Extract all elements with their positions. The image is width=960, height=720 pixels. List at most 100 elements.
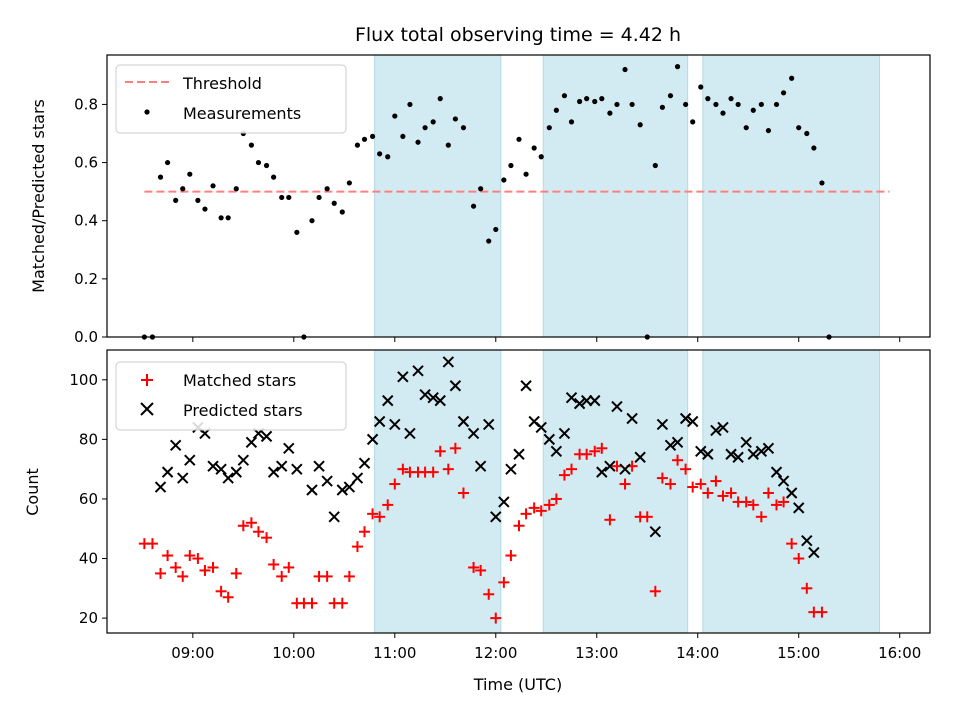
predicted-star-point [467, 427, 480, 440]
matched-star-point [747, 499, 759, 511]
bottom-panel: 20 40 60 80 100 09:00 10:00 11:00 12:00 13:00 14:… [23, 349, 931, 694]
predicted-legend-swatch [140, 402, 154, 416]
matched-star-point [619, 478, 631, 490]
matched-star-point [252, 526, 264, 538]
measurement-point [385, 154, 391, 160]
predicted-star-point [427, 391, 439, 404]
measurement-point [516, 136, 522, 142]
measurement-point [652, 162, 658, 169]
predicted-star-point [793, 502, 805, 514]
matched-star-point [283, 561, 295, 573]
predicted-star-point [695, 445, 707, 457]
measurement-point [294, 229, 300, 235]
top-shaded-intervals [374, 54, 881, 338]
measurement-point [796, 125, 802, 131]
predicted-star-point [535, 421, 547, 434]
measurement-point [607, 110, 613, 116]
measurement-point [354, 142, 361, 148]
measurement-point [561, 93, 568, 99]
measurement-point [773, 101, 780, 108]
matched-star-point [710, 475, 722, 487]
bottom-legend: Matched stars Predicted stars [115, 361, 347, 431]
matched-star-point [184, 550, 196, 562]
predicted-star-point [649, 526, 662, 538]
matched-star-point [672, 454, 684, 466]
matched-star-point [505, 550, 517, 562]
measurement-point [568, 119, 575, 125]
measurement-point [584, 96, 590, 102]
predicted-star-point [626, 412, 638, 425]
measurements-legend-label: Measurements [183, 104, 301, 123]
predicted-star-point [343, 481, 356, 493]
measurement-point [255, 159, 262, 166]
x-tick-label: 11:00 [373, 644, 416, 662]
matched-star-point [680, 463, 692, 475]
matched-star-point [520, 508, 532, 520]
bottom-y-tick-label: 20 [79, 609, 98, 627]
measurement-point [157, 174, 164, 180]
measurements-legend-swatch [144, 109, 150, 115]
top-panel: 0.00.20.40.60.8 Matched/Predicted stars … [29, 54, 931, 346]
matched-star-point [816, 606, 828, 618]
measurement-point [369, 133, 376, 140]
bottom-y-axis-ticks: 20 40 60 80 100 [69, 371, 107, 627]
predicted-star-point [671, 436, 684, 449]
matched-star-point [801, 582, 813, 594]
measurement-point [324, 186, 330, 192]
matched-star-point [513, 520, 525, 532]
matched-star-point [490, 612, 502, 624]
measurement-point [470, 203, 477, 209]
predicted-star-point [161, 466, 174, 478]
predicted-star-point [702, 448, 714, 460]
matched-star-point [468, 561, 480, 573]
matched-star-point [222, 591, 234, 603]
measurement-point [445, 142, 451, 148]
matched-star-point [207, 561, 219, 573]
matched-star-point [230, 567, 242, 579]
predicted-star-point [306, 484, 318, 496]
bottom-y-axis-label: Count [23, 468, 42, 516]
predicted-star-point [404, 427, 416, 440]
measurement-point [523, 171, 529, 177]
predicted-star-point [397, 371, 409, 383]
matched-star-point [261, 532, 273, 544]
measurement-point [728, 96, 734, 102]
predicted-star-point [777, 475, 790, 487]
predicted-star-point [245, 436, 258, 449]
measurement-point [531, 145, 537, 151]
measurement-point [622, 66, 628, 73]
matched-star-point [237, 520, 249, 532]
predicted-star-point [366, 433, 379, 446]
top-y-tick-label: 0.6 [74, 154, 98, 172]
matched-star-point [336, 597, 348, 609]
predicted-star-point [222, 472, 234, 484]
measurement-point [164, 159, 171, 166]
predicted-star-point [389, 418, 401, 431]
measurement-point [713, 101, 719, 108]
measurement-point [218, 215, 224, 221]
predicted-star-point [442, 356, 455, 368]
x-tick-label: 14:00 [676, 644, 719, 662]
predicted-star-point [664, 439, 677, 452]
measurement-point [225, 215, 231, 221]
predicted-star-point [336, 484, 348, 496]
measurement-point [804, 130, 810, 137]
matched-star-point [306, 597, 318, 609]
predicted-star-point [313, 460, 325, 472]
measurement-point [811, 145, 817, 151]
measurement-point [233, 186, 239, 192]
predicted-star-point [717, 421, 729, 434]
measurement-point [690, 119, 696, 125]
predicted-star-point [634, 451, 646, 463]
matched-star-point [656, 472, 668, 484]
matched-star-point [641, 511, 653, 523]
measurement-point [430, 119, 436, 125]
measurement-point [460, 125, 467, 131]
measurement-point [758, 101, 764, 108]
measurement-point [743, 125, 749, 131]
matched-star-point [268, 558, 280, 570]
predicted-star-point [589, 394, 601, 407]
predicted-star-point [732, 451, 744, 463]
predicted-star-point [275, 460, 288, 472]
measurement-point [339, 209, 345, 215]
